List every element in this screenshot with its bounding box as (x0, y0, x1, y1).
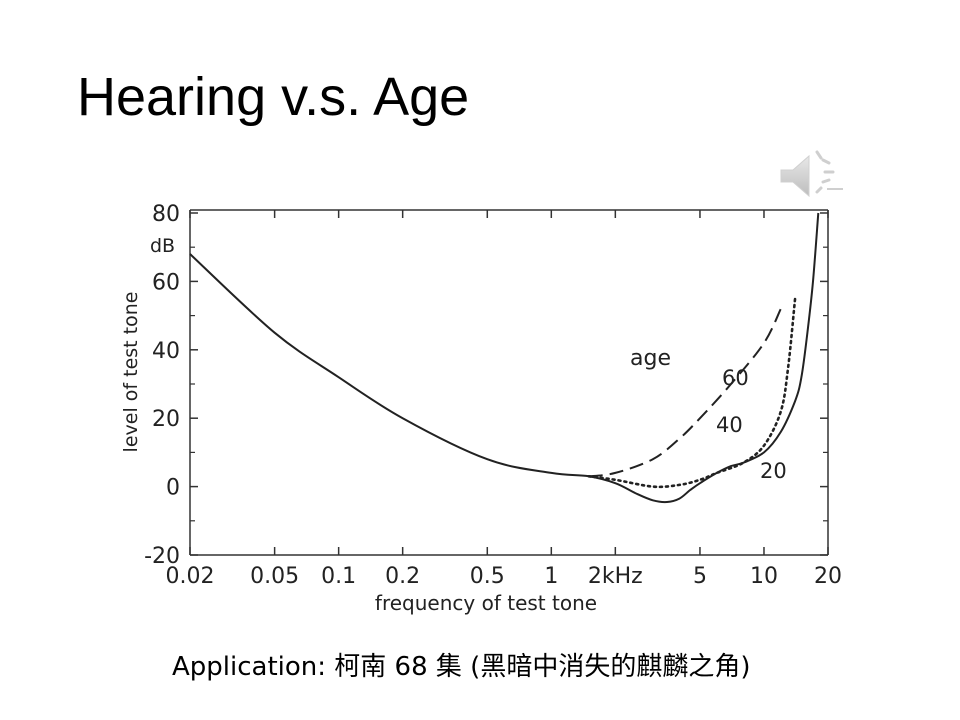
series-line-20 (189, 212, 820, 504)
series-line-40 (587, 297, 797, 489)
y-tick-label: 20 (152, 407, 180, 432)
x-tick-label: 0.1 (321, 564, 356, 589)
x-tick-label: 5 (693, 564, 707, 589)
x-tick-label: 10 (750, 564, 778, 589)
series-label-20: 20 (760, 459, 787, 483)
y-tick-label: 40 (152, 339, 180, 364)
x-ticks: 0.02 0.05 0.1 0.2 0.5 1 2kHz 5 10 20 (166, 210, 842, 589)
slide-title: Hearing v.s. Age (77, 67, 470, 127)
x-tick-label: 0.2 (385, 564, 420, 589)
y-tick-label: 80 (152, 202, 180, 227)
series-group (189, 212, 820, 504)
series-label-40: 40 (716, 413, 743, 437)
y-unit-label: dB (150, 235, 175, 257)
x-tick-label: 0.5 (470, 564, 505, 589)
plot-frame (189, 209, 829, 556)
x-tick-label: 0.02 (166, 564, 215, 589)
y-tick-label: 60 (152, 270, 180, 295)
slide-caption: Application: 柯南 68 集 (黑暗中消失的麒麟之角) (172, 652, 751, 682)
x-tick-label: 20 (814, 564, 842, 589)
series-label-60: 60 (722, 366, 749, 390)
y-ticks: 80 60 40 20 0 -20 (144, 202, 828, 569)
x-tick-label: 2kHz (588, 564, 643, 589)
series-line-60 (588, 308, 782, 478)
x-tick-label: 0.05 (250, 564, 299, 589)
speaker-icon[interactable] (775, 146, 845, 206)
y-tick-label: -20 (144, 544, 180, 569)
y-tick-label: 0 (166, 476, 180, 501)
legend-title: age (630, 346, 671, 371)
x-axis-label: frequency of test tone (375, 591, 597, 615)
x-tick-label: 1 (544, 564, 558, 589)
y-axis-label: level of test tone (120, 292, 142, 453)
